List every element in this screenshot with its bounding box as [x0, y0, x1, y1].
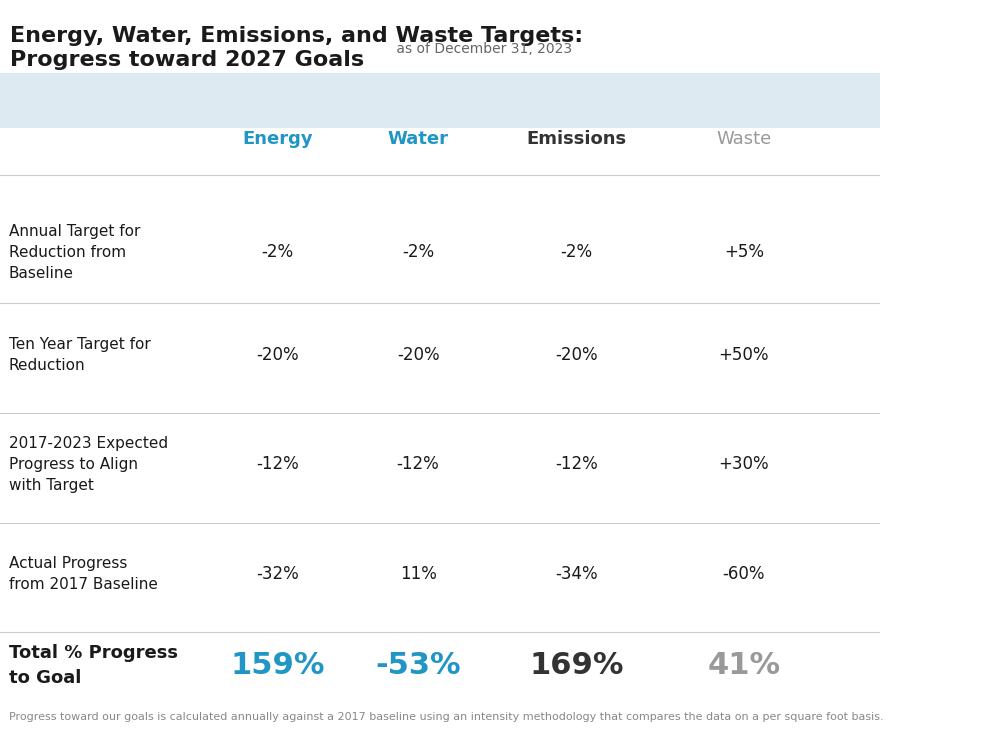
Text: Emissions: Emissions [526, 130, 627, 148]
Text: +5%: +5% [724, 243, 764, 261]
Text: 169%: 169% [529, 651, 624, 680]
Text: -20%: -20% [397, 346, 440, 363]
Text: 11%: 11% [400, 565, 437, 583]
Text: Progress toward our goals is calculated annually against a 2017 baseline using a: Progress toward our goals is calculated … [9, 712, 884, 722]
Text: Waste: Waste [716, 130, 772, 148]
Text: -12%: -12% [256, 455, 299, 473]
Text: -2%: -2% [402, 243, 434, 261]
Text: -20%: -20% [256, 346, 299, 363]
Text: -12%: -12% [397, 455, 440, 473]
Text: Energy: Energy [242, 130, 313, 148]
Text: -53%: -53% [375, 651, 461, 680]
Text: Energy, Water, Emissions, and Waste Targets:
Progress toward 2027 Goals: Energy, Water, Emissions, and Waste Targ… [10, 26, 583, 70]
Text: -20%: -20% [555, 346, 598, 363]
Text: -2%: -2% [261, 243, 293, 261]
Text: Water: Water [387, 130, 449, 148]
Text: 159%: 159% [230, 651, 325, 680]
Text: Actual Progress
from 2017 Baseline: Actual Progress from 2017 Baseline [9, 556, 158, 592]
Text: Total % Progress
to Goal: Total % Progress to Goal [9, 644, 178, 686]
Text: +30%: +30% [719, 455, 770, 473]
Text: -32%: -32% [256, 565, 299, 583]
Text: Annual Target for
Reduction from
Baseline: Annual Target for Reduction from Baselin… [9, 224, 140, 281]
Text: -60%: -60% [723, 565, 765, 583]
Text: 2017-2023 Expected
Progress to Align
with Target: 2017-2023 Expected Progress to Align wit… [9, 436, 168, 493]
Text: 41%: 41% [707, 651, 780, 680]
Text: -2%: -2% [560, 243, 593, 261]
Text: as of December 31, 2023: as of December 31, 2023 [392, 42, 572, 56]
Text: +50%: +50% [719, 346, 769, 363]
FancyBboxPatch shape [0, 73, 880, 128]
Text: -12%: -12% [555, 455, 598, 473]
Text: Ten Year Target for
Reduction: Ten Year Target for Reduction [9, 336, 151, 373]
Text: -34%: -34% [555, 565, 598, 583]
